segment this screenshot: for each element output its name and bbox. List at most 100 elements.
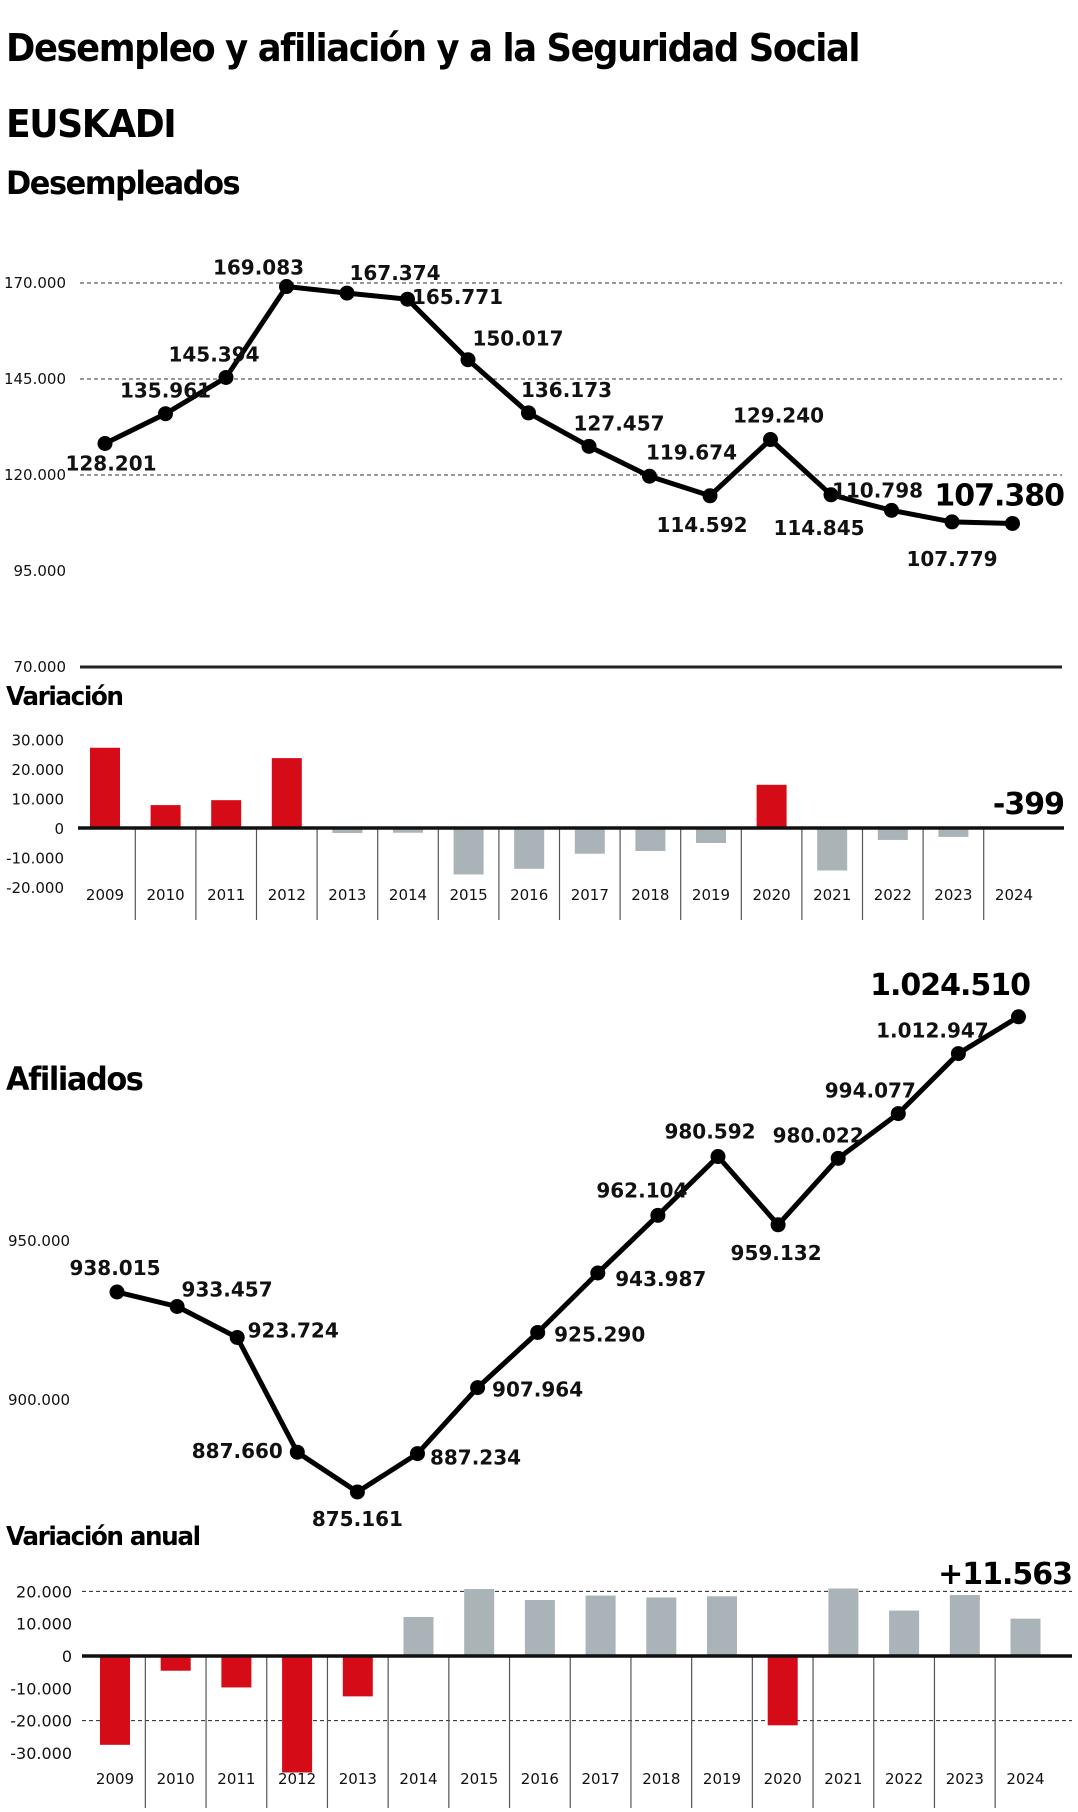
bar-2017 [585, 1595, 616, 1656]
data-label: 169.083 [213, 256, 304, 280]
y-tick-label: 10.000 [16, 1615, 72, 1634]
bar-2024 [1010, 1618, 1041, 1656]
y-tick-label: 145.000 [4, 370, 66, 388]
bar-2020 [756, 784, 787, 828]
data-point-2009 [109, 1284, 125, 1300]
x-tick-label: 2010 [147, 886, 185, 904]
bar-2012 [282, 1656, 313, 1773]
data-label: 165.771 [412, 285, 503, 309]
variacion-afiliados-bar-chart: 20.000 10.000 0 -10.000 -20.000 -30.000 2009 20… [10, 1557, 1073, 1808]
x-tick-label: 2012 [268, 886, 306, 904]
data-label: 907.964 [492, 1378, 583, 1402]
data-label: 887.660 [192, 1439, 283, 1463]
y-tick-label: -10.000 [10, 1679, 72, 1698]
bar-2011 [211, 800, 242, 828]
data-label: 923.724 [248, 1318, 339, 1342]
x-tick-label: 2014 [399, 1770, 437, 1788]
x-tick-label: 2009 [96, 1770, 134, 1788]
x-tick-label: 2019 [692, 886, 730, 904]
data-point-2019 [702, 488, 718, 504]
y-tick-label: 0 [54, 820, 64, 838]
data-point-2024 [1011, 1009, 1026, 1025]
data-label: 136.173 [521, 378, 612, 402]
data-point-2012 [279, 279, 294, 295]
x-tick-label: 2020 [753, 886, 791, 904]
bar-2015 [464, 1589, 495, 1656]
x-tick-label: 2013 [339, 1770, 377, 1788]
highlight-value-label: 107.380 [934, 478, 1064, 513]
data-point-2020 [770, 1217, 786, 1233]
data-point-2014 [410, 1446, 425, 1462]
data-label: 129.240 [733, 404, 824, 428]
data-point-2013 [339, 285, 355, 301]
bar-2010 [160, 1656, 191, 1671]
x-tick-label: 2011 [207, 886, 245, 904]
bar-2009 [90, 747, 120, 828]
bar-2016 [524, 1600, 555, 1656]
y-tick-label: 20.000 [12, 761, 65, 779]
bar-2019 [707, 1596, 737, 1656]
bar-2022 [889, 1610, 920, 1656]
data-point-2017 [581, 438, 597, 454]
x-tick-label: 2017 [571, 886, 609, 904]
data-point-2018 [642, 468, 657, 484]
data-label: 943.987 [615, 1267, 706, 1291]
data-label: 980.022 [773, 1123, 864, 1147]
x-tick-label: 2016 [521, 1770, 559, 1788]
afiliados-line-chart: 950.000 900.000 938.015 933.457 923.724 887.6… [8, 968, 1031, 1531]
bar-2010 [150, 805, 181, 828]
data-label: 110.798 [832, 478, 923, 502]
data-point-2011 [218, 369, 234, 385]
x-tick-label: 2022 [885, 1770, 923, 1788]
y-tick-label: -30.000 [10, 1744, 72, 1763]
bar-2021 [817, 828, 848, 871]
x-tick-label: 2009 [86, 886, 124, 904]
desempleados-series-line [103, 284, 1013, 526]
highlight-value-label: -399 [993, 787, 1064, 822]
data-point-2022 [890, 1106, 906, 1122]
data-label: 114.592 [656, 513, 747, 537]
data-label: 107.779 [906, 547, 997, 571]
x-tick-label: 2014 [389, 886, 427, 904]
main-title: Desempleo y afiliación y a la Seguridad … [6, 26, 861, 70]
data-point-2022 [884, 502, 899, 518]
x-tick-label: 2018 [642, 1770, 680, 1788]
data-point-2017 [590, 1265, 606, 1281]
data-label: 875.161 [312, 1507, 403, 1531]
bar-2020 [767, 1656, 798, 1726]
data-point-2015 [470, 1380, 486, 1396]
bar-2013 [332, 828, 363, 834]
data-point-2023 [950, 1046, 966, 1062]
bar-2022 [877, 828, 908, 840]
data-label: 128.201 [65, 452, 156, 476]
data-point-2015 [460, 352, 476, 368]
bar-2011 [221, 1656, 252, 1688]
x-tick-label: 2011 [217, 1770, 255, 1788]
afiliados-series-line [116, 1014, 1020, 1495]
y-tick-label: 20.000 [16, 1582, 72, 1601]
variacion-afiliados-title: Variación anual [6, 1522, 201, 1552]
data-label: 887.234 [430, 1446, 521, 1470]
data-point-2011 [229, 1329, 245, 1345]
bar-2018 [635, 828, 666, 851]
region-title: EUSKADI [6, 102, 177, 146]
x-tick-label: 2020 [764, 1770, 802, 1788]
data-point-2009 [97, 436, 113, 452]
data-label: 925.290 [554, 1322, 645, 1346]
y-tick-label: -10.000 [6, 850, 64, 868]
data-point-2016 [521, 405, 536, 421]
x-tick-label: 2016 [510, 886, 548, 904]
data-point-2013 [349, 1484, 365, 1500]
bar-2014 [393, 828, 423, 833]
data-label: 959.132 [731, 1241, 822, 1265]
data-label: 994.077 [825, 1079, 916, 1103]
data-label: 167.374 [349, 261, 440, 285]
data-label: 1.012.947 [876, 1019, 989, 1043]
x-tick-label: 2019 [703, 1770, 741, 1788]
bar-2021 [828, 1588, 859, 1656]
bar-2016 [514, 828, 545, 869]
bar-2013 [342, 1656, 373, 1697]
bar-2009 [100, 1656, 130, 1745]
x-tick-label: 2023 [934, 886, 972, 904]
bar-2018 [646, 1597, 677, 1656]
